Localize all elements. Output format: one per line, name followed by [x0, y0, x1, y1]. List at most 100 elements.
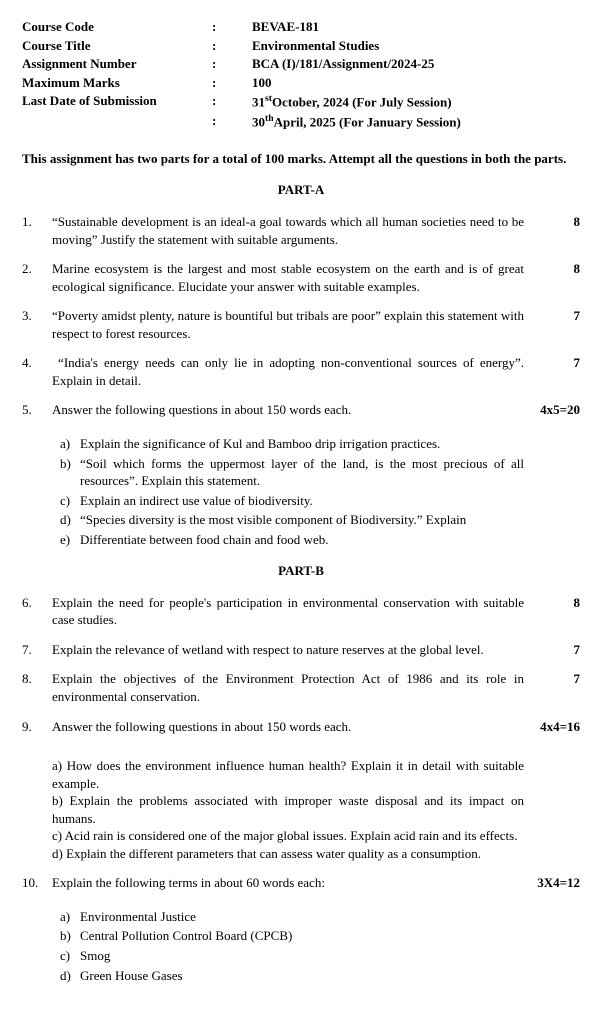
sub-item: a) How does the environment influence hu…: [52, 757, 524, 792]
question-number: 5.: [22, 401, 52, 419]
question-marks: 7: [532, 307, 580, 325]
sub-body: a)Environmental Justiceb)Central Polluti…: [52, 904, 532, 986]
question-marks: 4x4=16: [532, 718, 580, 736]
sub-label: a): [60, 435, 80, 453]
intro-text: This assignment has two parts for a tota…: [22, 150, 580, 168]
sub-item: b)Central Pollution Control Board (CPCB): [60, 927, 524, 945]
header-colon: :: [212, 74, 252, 93]
date-sup: th: [265, 113, 274, 124]
header-row: Last Date of Submission : 31stOctober, 2…: [22, 92, 580, 112]
question-number: 3.: [22, 307, 52, 325]
question: 9.Answer the following questions in abou…: [22, 718, 580, 736]
question-text: “Poverty amidst plenty, nature is bounti…: [52, 307, 524, 342]
question-subs-wrap: a)Environmental Justiceb)Central Polluti…: [22, 904, 580, 986]
question: 5.Answer the following questions in abou…: [22, 401, 580, 419]
sub-text: Explain an indirect use value of biodive…: [80, 492, 524, 510]
sub-label: e): [60, 531, 80, 549]
question-body: Answer the following questions in about …: [52, 718, 532, 736]
sub-text: Central Pollution Control Board (CPCB): [80, 927, 524, 945]
question-subs-wrap: a)Explain the significance of Kul and Ba…: [22, 431, 580, 550]
header-table: Course Code : BEVAE-181 Course Title : E…: [22, 18, 580, 132]
question-body: Explain the following terms in about 60 …: [52, 874, 532, 892]
question-body: “India's energy needs can only lie in ad…: [52, 354, 532, 389]
question-text: Explain the need for people's participat…: [52, 594, 524, 629]
sub-label: c): [60, 947, 80, 965]
question-text: Explain the relevance of wetland with re…: [52, 641, 524, 659]
sub-label: c): [60, 492, 80, 510]
question-marks: 3X4=12: [532, 874, 580, 892]
header-label: [22, 112, 212, 132]
question-body: Marine ecosystem is the largest and most…: [52, 260, 532, 295]
header-label: Last Date of Submission: [22, 92, 212, 112]
header-row: Assignment Number : BCA (I)/181/Assignme…: [22, 55, 580, 74]
header-label: Assignment Number: [22, 55, 212, 74]
question-number: 9.: [22, 718, 52, 736]
sub-body: a)Explain the significance of Kul and Ba…: [52, 431, 532, 550]
header-value: BCA (I)/181/Assignment/2024-25: [252, 55, 580, 74]
header-colon: :: [212, 37, 252, 56]
header-label: Maximum Marks: [22, 74, 212, 93]
header-label: Course Code: [22, 18, 212, 37]
question: 1.“Sustainable development is an ideal-a…: [22, 213, 580, 248]
question-number: 1.: [22, 213, 52, 231]
part-a-heading: PART-A: [22, 181, 580, 199]
question: 4. “India's energy needs can only lie in…: [22, 354, 580, 389]
question-number: 8.: [22, 670, 52, 688]
gap: [22, 747, 580, 757]
sub-item: a)Environmental Justice: [60, 908, 524, 926]
sub-text: Explain the significance of Kul and Bamb…: [80, 435, 524, 453]
question-body: Answer the following questions in about …: [52, 401, 532, 419]
question-body: Explain the objectives of the Environmen…: [52, 670, 532, 705]
question-marks: 7: [532, 641, 580, 659]
date-sup: st: [265, 93, 272, 104]
sub-text: “Species diversity is the most visible c…: [80, 511, 524, 529]
date-pre: 31: [252, 95, 265, 110]
part-b-heading: PART-B: [22, 562, 580, 580]
question-marks: 7: [532, 354, 580, 372]
question: 2.Marine ecosystem is the largest and mo…: [22, 260, 580, 295]
question-marks: 8: [532, 594, 580, 612]
sub-label: d): [60, 967, 80, 985]
question: 3.“Poverty amidst plenty, nature is boun…: [22, 307, 580, 342]
date-post: October, 2024 (For July Session): [272, 95, 451, 110]
sub-text: Environmental Justice: [80, 908, 524, 926]
sub-text: Smog: [80, 947, 524, 965]
sub-item: c)Smog: [60, 947, 524, 965]
question-text: Answer the following questions in about …: [52, 401, 524, 419]
question-text: Answer the following questions in about …: [52, 718, 524, 736]
header-colon: :: [212, 112, 252, 132]
question-text: “India's energy needs can only lie in ad…: [52, 354, 524, 389]
sub-text: Green House Gases: [80, 967, 524, 985]
sub-list: a)Explain the significance of Kul and Ba…: [60, 435, 524, 548]
question-number: 6.: [22, 594, 52, 612]
sub-item: c) Acid rain is considered one of the ma…: [52, 827, 524, 845]
question: 8.Explain the objectives of the Environm…: [22, 670, 580, 705]
question-text: Explain the objectives of the Environmen…: [52, 670, 524, 705]
date-post: April, 2025 (For January Session): [274, 114, 461, 129]
sub-item: d)“Species diversity is the most visible…: [60, 511, 524, 529]
question-text: “Sustainable development is an ideal-a g…: [52, 213, 524, 248]
sub-label: b): [60, 927, 80, 945]
sub-item: e)Differentiate between food chain and f…: [60, 531, 524, 549]
header-row: Course Code : BEVAE-181: [22, 18, 580, 37]
question: 10.Explain the following terms in about …: [22, 874, 580, 892]
question-number: 2.: [22, 260, 52, 278]
header-value: BEVAE-181: [252, 18, 580, 37]
header-value: 30thApril, 2025 (For January Session): [252, 112, 580, 132]
question-body: Explain the relevance of wetland with re…: [52, 641, 532, 659]
question-marks: 8: [532, 260, 580, 278]
question-body: “Sustainable development is an ideal-a g…: [52, 213, 532, 248]
header-value: 100: [252, 74, 580, 93]
part-b-questions: 6.Explain the need for people's particip…: [22, 594, 580, 986]
question-subs-wrap: a) How does the environment influence hu…: [22, 757, 580, 862]
header-row: Course Title : Environmental Studies: [22, 37, 580, 56]
header-label: Course Title: [22, 37, 212, 56]
header-row: Maximum Marks : 100: [22, 74, 580, 93]
question-number: 4.: [22, 354, 52, 372]
question-marks: 4x5=20: [532, 401, 580, 419]
question-body: “Poverty amidst plenty, nature is bounti…: [52, 307, 532, 342]
sub-list: a)Environmental Justiceb)Central Polluti…: [60, 908, 524, 984]
sub-item: d)Green House Gases: [60, 967, 524, 985]
sub-item: b) Explain the problems associated with …: [52, 792, 524, 827]
header-colon: :: [212, 18, 252, 37]
